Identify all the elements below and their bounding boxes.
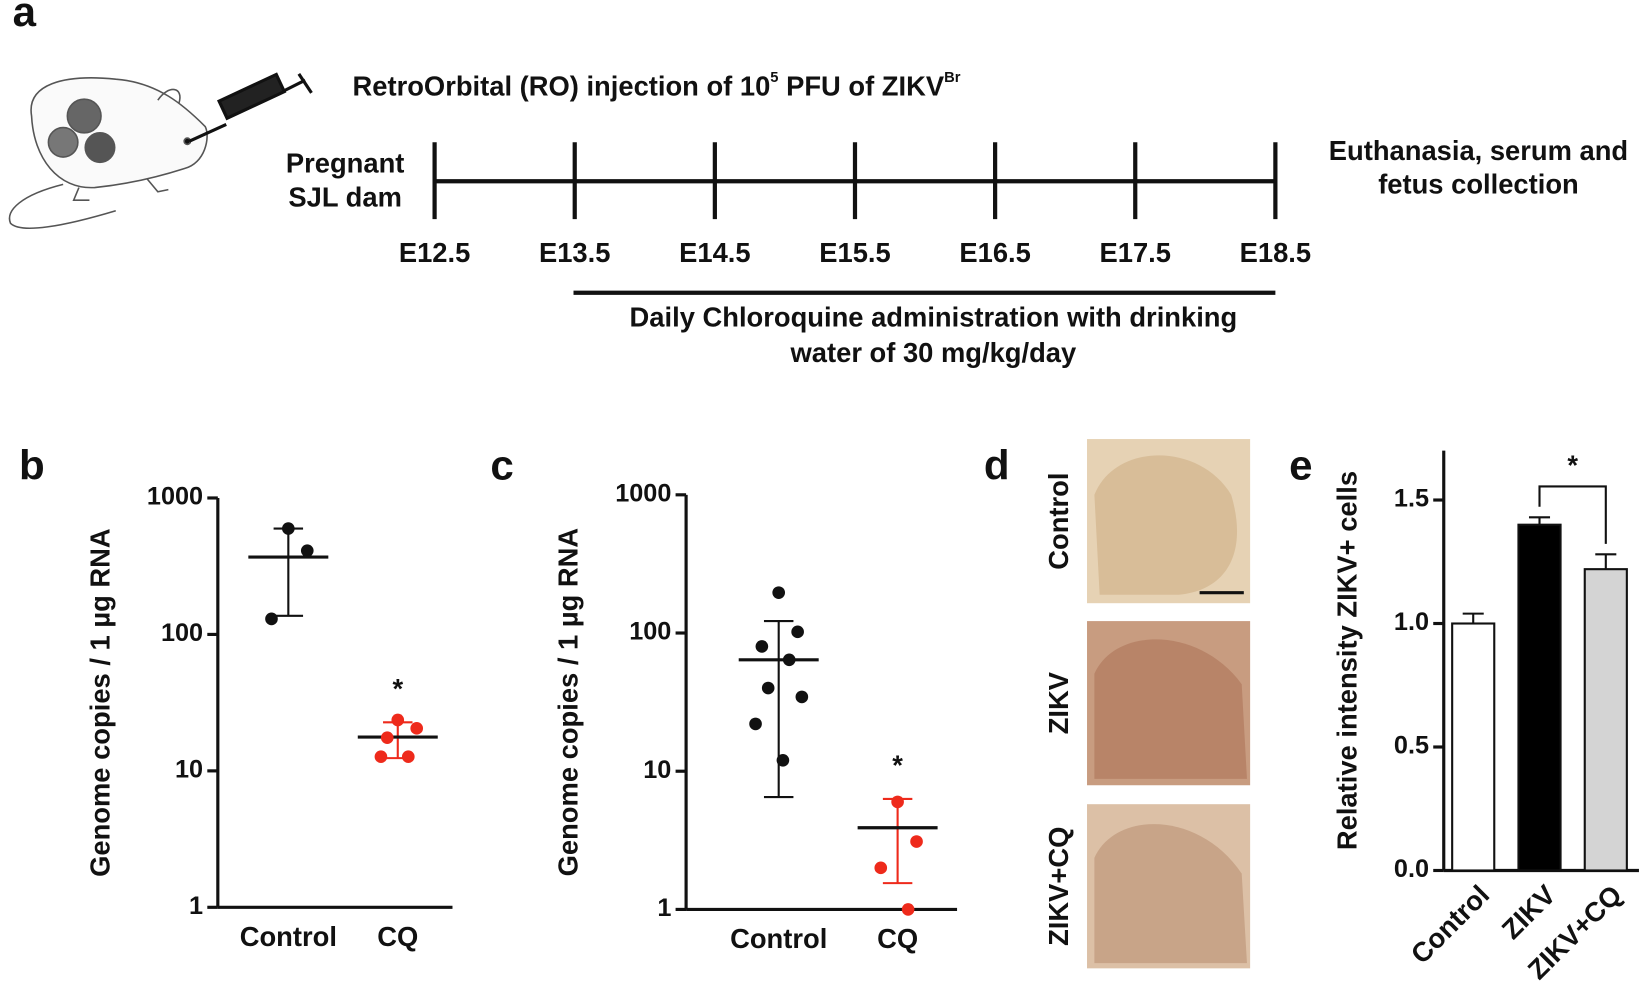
data-point [791,625,804,639]
x-tick-label: CQ [877,923,918,954]
data-point [265,612,278,626]
timeline-days: E12.5 E13.5 E14.5 E15.5 E16.5 E17.5 E18.5 [399,142,1311,268]
panel-label: a [13,0,37,35]
timeline-end: Euthanasia, serum and [1329,135,1628,166]
annotation: * [392,673,403,704]
data-point [410,722,424,735]
data-point [380,731,394,745]
data-point [795,690,809,704]
timeline-start: SJL dam [288,181,401,212]
y-tick-label: 1000 [147,483,203,511]
data-point [282,522,295,535]
timeline-day: E12.5 [399,237,470,268]
tissue [1094,639,1247,779]
title-part: RetroOrbital (RO) injection of 10 [353,71,771,102]
y-tick-label: 10 [175,756,203,784]
annotation: * [1567,450,1578,481]
mouse-illustration [8,72,313,229]
data-point [391,713,405,727]
y-tick-label: 100 [161,619,203,647]
x-tick-label: Control [240,921,337,952]
timeline-start: Pregnant [286,148,405,179]
y-tick-label: 1.5 [1394,485,1429,513]
data-point [901,903,915,916]
data-point [300,544,314,557]
y-tick-label: 1000 [615,479,671,507]
image-label: ZIKV [1043,671,1074,734]
title-part: PFU of ZIKV [778,71,944,102]
timeline-day: E13.5 [539,237,610,268]
data-point [776,753,790,767]
timeline-end: fetus collection [1378,169,1579,200]
data-point [782,653,796,667]
data-point [910,835,923,848]
annotation: * [892,750,903,781]
timeline-day: E14.5 [679,237,750,268]
y-tick-label: 100 [629,618,671,646]
significance-bracket [1538,485,1607,544]
y-tick-label: 0.0 [1394,855,1429,883]
data-point [891,795,904,809]
y-tick-label: 1 [189,892,203,920]
panel-label: d [984,442,1010,489]
data-point [761,681,775,695]
bar [1583,568,1628,872]
bar [1517,523,1562,872]
x-tick-label: CQ [377,921,418,952]
treatment-text: water of 30 mg/kg/day [790,337,1077,368]
y-tick-label: 1.0 [1394,608,1429,636]
image-label: Control [1043,473,1074,570]
timeline-day: E16.5 [959,237,1030,268]
data-point [401,750,415,764]
timeline-title: RetroOrbital (RO) injection of 105 PFU o… [353,70,961,102]
data-point [874,861,888,875]
panel-label: b [19,442,45,489]
y-axis-label: Genome copies / 1 µg RNA [84,528,115,877]
treatment-text: Daily Chloroquine administration with dr… [630,301,1238,332]
y-tick-label: 1 [657,894,671,922]
bar [1451,622,1496,872]
data-point [749,717,762,731]
y-tick-label: 0.5 [1394,732,1429,760]
data-point [374,750,388,764]
y-tick-label: 10 [643,756,671,784]
y-axis-label: Genome copies / 1 µg RNA [553,528,584,877]
x-tick-label: Control [1405,879,1496,970]
image-label: ZIKV+CQ [1043,827,1074,946]
tissue [1094,824,1247,964]
title-superscript: Br [944,70,961,86]
data-point [772,586,786,599]
panel-label: c [490,442,513,489]
x-tick-label: Control [730,923,827,954]
panel-label: e [1289,442,1312,489]
title-superscript: 5 [770,70,778,86]
timeline-day: E18.5 [1240,237,1311,268]
histology-images: Control ZIKV ZIKV+CQ [1043,439,1251,969]
tissue [1094,455,1238,595]
data-point [755,640,769,653]
y-axis-label: Relative intensity ZIKV+ cells [1331,471,1362,850]
timeline-day: E15.5 [819,237,890,268]
timeline-day: E17.5 [1100,237,1171,268]
